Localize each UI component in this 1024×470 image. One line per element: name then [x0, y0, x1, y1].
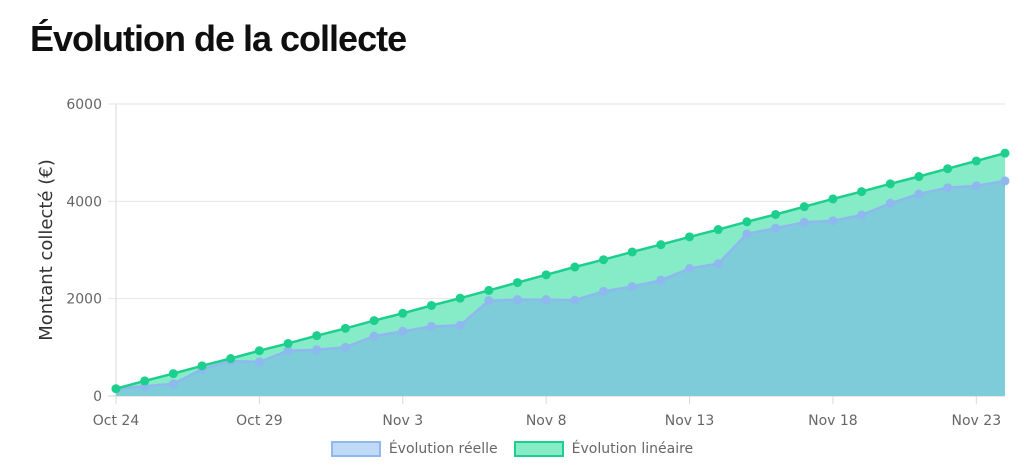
point-reelle [685, 263, 695, 273]
y-tick-label: 4000 [66, 194, 102, 210]
point-lineaire [685, 232, 695, 242]
x-tick-label: Nov 13 [665, 413, 715, 429]
x-tick-label: Nov 3 [382, 413, 423, 429]
point-lineaire [943, 164, 953, 174]
point-reelle [484, 296, 494, 306]
point-reelle [168, 379, 178, 389]
legend-label-lineaire: Évolution linéaire [571, 441, 694, 457]
point-reelle [656, 275, 666, 285]
point-reelle [828, 216, 838, 226]
point-lineaire [971, 156, 981, 166]
y-tick-label: 0 [93, 389, 102, 405]
x-tick-label: Nov 8 [526, 413, 567, 429]
point-reelle [312, 345, 322, 355]
chart-legend: Évolution réelle Évolution linéaire [0, 441, 1024, 457]
legend-item-lineaire[interactable]: Évolution linéaire [513, 441, 694, 457]
point-lineaire [771, 209, 781, 219]
point-lineaire [455, 293, 465, 303]
legend-label-reelle: Évolution réelle [388, 441, 498, 457]
point-reelle [857, 210, 867, 220]
point-reelle [398, 326, 408, 336]
point-lineaire [713, 225, 723, 235]
point-lineaire [885, 179, 895, 189]
point-lineaire [857, 187, 867, 197]
point-lineaire [570, 262, 580, 272]
point-lineaire [111, 384, 121, 394]
chart-title: Évolution de la collecte [30, 18, 407, 59]
collecte-chart: 0 2000 4000 6000 Oct 24 Oct 29 Nov 3 Nov 8 Nov 1… [36, 97, 1010, 429]
point-lineaire [828, 194, 838, 204]
x-tick-label: Oct 29 [236, 413, 282, 429]
point-reelle [541, 295, 551, 305]
point-lineaire [226, 354, 236, 364]
point-lineaire [312, 331, 322, 341]
point-lineaire [627, 247, 637, 257]
point-reelle [570, 295, 580, 305]
point-reelle [369, 331, 379, 341]
point-lineaire [914, 172, 924, 182]
legend-swatch-lineaire [513, 441, 564, 457]
x-tick-label: Nov 18 [808, 413, 858, 429]
x-tick-label: Oct 24 [93, 413, 140, 429]
point-lineaire [398, 308, 408, 318]
y-tick-label: 2000 [66, 292, 102, 308]
point-lineaire [197, 361, 207, 371]
point-lineaire [168, 369, 178, 379]
point-reelle [455, 320, 465, 330]
area-reelle [116, 180, 1005, 396]
point-reelle [914, 189, 924, 199]
point-lineaire [254, 346, 264, 356]
point-reelle [713, 259, 723, 269]
line-reelle [115, 179, 1006, 390]
point-reelle [254, 357, 264, 367]
point-reelle [283, 346, 293, 356]
point-reelle [340, 342, 350, 352]
x-tick-label: Nov 23 [952, 413, 1002, 429]
point-lineaire [512, 278, 522, 288]
legend-swatch-reelle [330, 441, 381, 457]
point-lineaire [140, 376, 150, 386]
point-lineaire [742, 217, 752, 227]
point-reelle [971, 181, 981, 191]
point-lineaire [340, 323, 350, 333]
point-reelle [799, 217, 809, 227]
point-reelle [512, 295, 522, 305]
point-reelle [426, 321, 436, 331]
point-lineaire [599, 255, 609, 265]
point-reelle [771, 223, 781, 233]
point-lineaire [426, 300, 436, 310]
y-axis-label: Montant collecté (€) [36, 159, 57, 340]
line-lineaire [115, 151, 1006, 390]
point-lineaire [656, 240, 666, 250]
point-lineaire [369, 316, 379, 326]
point-reelle [885, 198, 895, 208]
legend-item-reelle[interactable]: Évolution réelle [330, 441, 498, 457]
point-reelle [1000, 176, 1010, 186]
point-reelle [943, 183, 953, 193]
point-reelle [627, 282, 637, 291]
point-lineaire [283, 338, 293, 348]
point-lineaire [484, 285, 494, 295]
point-reelle [742, 229, 752, 239]
point-reelle [599, 286, 609, 296]
point-lineaire [541, 270, 551, 280]
point-lineaire [1000, 148, 1010, 158]
y-tick-label: 6000 [66, 97, 102, 113]
point-lineaire [799, 202, 809, 212]
